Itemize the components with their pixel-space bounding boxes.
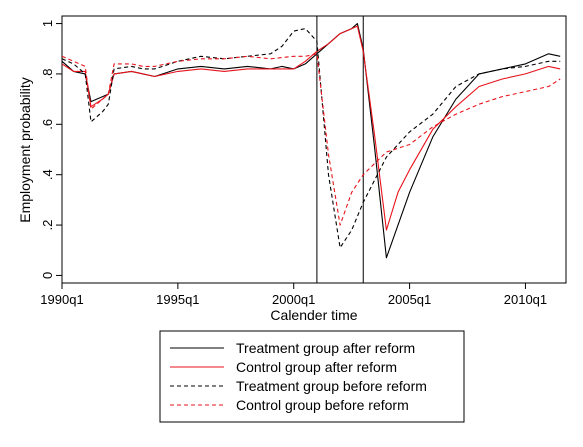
legend-items: Treatment group after reform Control grou… [170, 340, 427, 413]
x-axis: 1990q1 1995q1 2000q1 2005q1 2010q1 [40, 283, 547, 307]
y-axis-title: Employment probability [17, 77, 33, 223]
x-tick-label: 1995q1 [156, 292, 199, 307]
legend [159, 330, 465, 423]
series-line [61, 28, 561, 249]
y-tick-label: .6 [40, 119, 55, 130]
series-line [61, 53, 561, 226]
y-tick-label: .8 [40, 69, 55, 80]
x-tick-label: 2005q1 [388, 292, 431, 307]
legend-label: Control group before reform [236, 397, 409, 413]
y-tick-label: .4 [40, 169, 55, 180]
legend-label: Treatment group before reform [236, 378, 427, 394]
y-axis: 0 .2 .4 .6 .8 1 [40, 20, 62, 279]
y-tick-label: 1 [40, 20, 55, 27]
legend-label: Treatment group after reform [236, 340, 415, 356]
plot-frame [61, 15, 567, 284]
x-tick-label: 2010q1 [504, 292, 547, 307]
x-tick-label: 2000q1 [272, 292, 315, 307]
reference-lines [316, 16, 364, 283]
series-group [61, 23, 561, 259]
y-tick-label: 0 [40, 272, 55, 279]
y-tick-label: .2 [40, 220, 55, 231]
legend-label: Control group after reform [236, 359, 397, 375]
x-tick-label: 1990q1 [40, 292, 83, 307]
x-axis-title: Calender time [270, 307, 357, 323]
